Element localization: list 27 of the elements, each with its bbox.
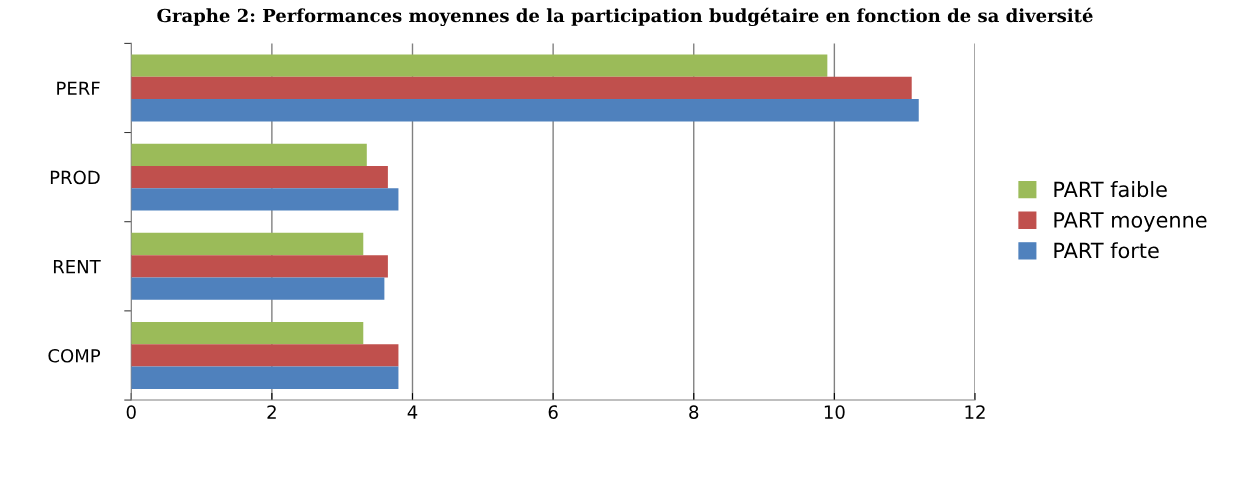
bar — [131, 232, 364, 256]
bar — [131, 188, 399, 211]
bar — [131, 366, 399, 389]
legend-label: PART forte — [1054, 242, 1159, 259]
legend-label: PART faible — [1054, 181, 1167, 198]
y-tick-label: PERF — [57, 81, 100, 95]
bar — [131, 54, 828, 77]
bar — [131, 76, 912, 100]
bar — [131, 322, 364, 345]
chart-title: Graphe 2: Performances moyennes de la participation budgétaire en fonction de sa diversité — [157, 7, 1093, 27]
y-tick-label: RENT — [53, 260, 101, 274]
x-tick-label: 8 — [689, 405, 699, 419]
y-tick-label: PROD — [50, 170, 100, 185]
x-tick-label: 12 — [965, 405, 985, 419]
bar — [131, 344, 399, 367]
x-tick-label: 0 — [126, 405, 136, 419]
bar — [131, 143, 367, 166]
x-tick-label: 2 — [267, 405, 276, 419]
bar — [131, 165, 388, 189]
x-tick-label: 10 — [824, 405, 845, 419]
bar — [131, 99, 919, 122]
x-tick-label: 4 — [407, 405, 418, 419]
bar — [131, 255, 388, 278]
y-tick-label: COMP — [48, 348, 101, 363]
bar — [131, 277, 385, 300]
x-tick-label: 6 — [548, 405, 558, 419]
legend-label: PART moyenne — [1054, 212, 1207, 232]
